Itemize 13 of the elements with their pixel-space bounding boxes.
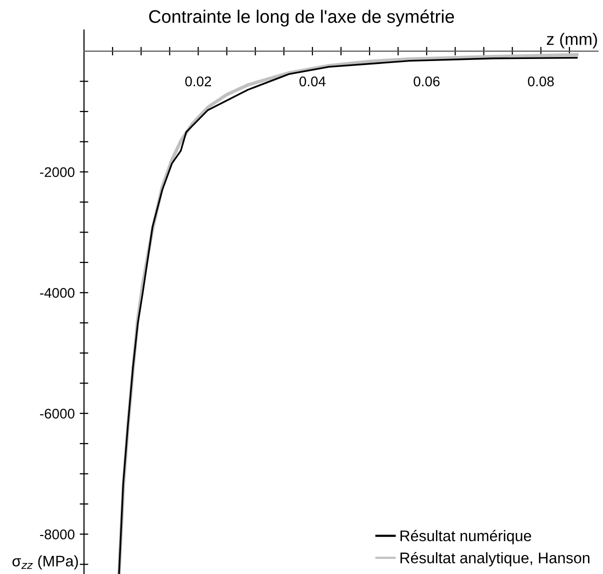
legend-label: Résultat numérique [400, 530, 532, 544]
x-tick-label: 0.04 [299, 76, 326, 86]
y-tick-label: -8000 [40, 529, 74, 540]
x-tick-label: 0.02 [185, 76, 212, 86]
chart-title: Contrainte le long de l'axe de symétrie [149, 9, 454, 27]
x-tick-label: 0.06 [414, 76, 440, 86]
y-tick-label: -6000 [40, 408, 74, 419]
x-tick-label: 0.08 [528, 76, 554, 86]
legend-label: Résultat analytique, Hanson [400, 552, 590, 566]
y-tick-label: -2000 [40, 167, 74, 178]
x-axis-title: z (mm) [546, 32, 597, 48]
y-axis-title: σ$_{zz}$ (MPa) [12, 555, 78, 570]
y-tick-label: -4000 [40, 288, 74, 298]
